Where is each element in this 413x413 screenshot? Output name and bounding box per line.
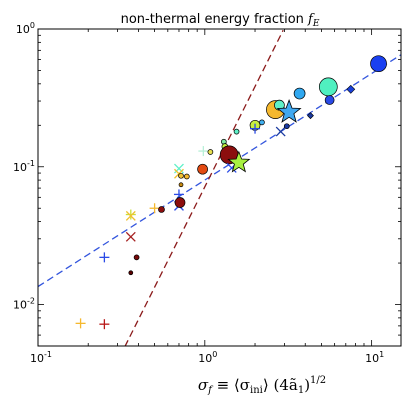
data-point-34 xyxy=(283,123,290,130)
x-axis-label-paren: ⟩ (4ã xyxy=(263,376,298,394)
data-point-26 xyxy=(233,128,240,135)
data-point-39 xyxy=(324,95,335,105)
chart-title-subscript: E xyxy=(312,19,320,29)
axis-ticks xyxy=(37,28,401,347)
fit-line-0 xyxy=(38,54,401,288)
data-point-5-b xyxy=(125,231,136,242)
data-point-4-b xyxy=(125,210,136,221)
y-tick-label-1-exp: -1 xyxy=(27,159,35,168)
y-tick-label-0: 10-2 xyxy=(13,297,35,312)
data-point-36 xyxy=(293,87,306,100)
data-point-8 xyxy=(149,203,160,214)
x-axis-label: σf ≡ ⟨σini⟩ (4ã1)1/2 xyxy=(198,375,326,396)
x-tick-label-2-exp: 1 xyxy=(379,350,384,359)
data-point-2 xyxy=(99,252,110,263)
data-point-17 xyxy=(183,173,190,180)
plot-frame xyxy=(37,28,402,347)
x-tick-label-0-base: 10 xyxy=(30,352,44,365)
data-point-29 xyxy=(250,123,261,134)
data-point-6 xyxy=(128,270,134,276)
x-tick-label-2-base: 10 xyxy=(365,352,379,365)
x-axis-label-sigma: σ xyxy=(198,376,209,394)
data-points xyxy=(75,55,387,330)
y-tick-label-0-exp: -2 xyxy=(27,297,35,306)
y-tick-label-1: 10-1 xyxy=(13,159,35,174)
data-point-40 xyxy=(346,84,356,94)
x-tick-label-1: 100 xyxy=(198,350,217,365)
data-point-38 xyxy=(318,77,338,97)
data-point-15 xyxy=(178,172,184,179)
data-point-41 xyxy=(370,55,387,73)
data-point-33 xyxy=(275,126,286,137)
data-point-9 xyxy=(158,206,165,213)
x-axis-label-close: ) xyxy=(304,376,310,394)
x-axis-label-equiv: ≡ ⟨σ xyxy=(212,376,250,394)
data-point-14 xyxy=(174,197,186,208)
fit-line-1 xyxy=(124,29,284,346)
y-tick-label-0-base: 10 xyxy=(13,299,27,312)
data-point-30 xyxy=(259,119,265,126)
x-axis-label-f: f xyxy=(207,385,214,396)
data-point-5 xyxy=(125,231,136,242)
data-point-27 xyxy=(227,150,251,173)
fit-lines xyxy=(38,29,401,346)
data-point-7 xyxy=(133,254,140,261)
x-tick-label-0-exp: -1 xyxy=(44,350,52,359)
x-tick-label-1-base: 10 xyxy=(198,352,212,365)
x-tick-label-2: 101 xyxy=(365,350,384,365)
data-point-19 xyxy=(198,146,209,157)
data-point-10 xyxy=(174,163,184,174)
data-point-16 xyxy=(178,182,184,188)
data-point-4 xyxy=(125,210,136,221)
data-point-3 xyxy=(125,209,136,220)
y-tick-label-2: 100 xyxy=(16,21,35,36)
data-point-11-b xyxy=(174,168,184,179)
y-tick-label-1-base: 10 xyxy=(13,161,27,174)
data-point-18 xyxy=(197,163,208,175)
x-tick-label-0: 10-1 xyxy=(30,350,52,365)
chart-title: non-thermal energy fraction fE xyxy=(121,12,320,29)
y-tick-label-2-exp: 0 xyxy=(30,21,35,30)
chart-title-text: non-thermal energy fraction xyxy=(121,12,308,27)
data-point-0 xyxy=(75,318,86,329)
data-point-37 xyxy=(307,112,314,120)
chart-title-symbol: f xyxy=(307,12,315,27)
data-point-35 xyxy=(276,99,302,123)
x-axis-label-ini: ini xyxy=(250,385,263,396)
x-axis-label-sub1: 1 xyxy=(298,385,304,396)
y-tick-label-2-base: 10 xyxy=(16,23,30,36)
x-tick-label-1-exp: 0 xyxy=(212,350,217,359)
data-point-33-b xyxy=(275,126,286,137)
x-axis-label-exp: 1/2 xyxy=(310,375,326,386)
data-point-1 xyxy=(99,319,110,330)
data-point-20 xyxy=(207,149,214,155)
